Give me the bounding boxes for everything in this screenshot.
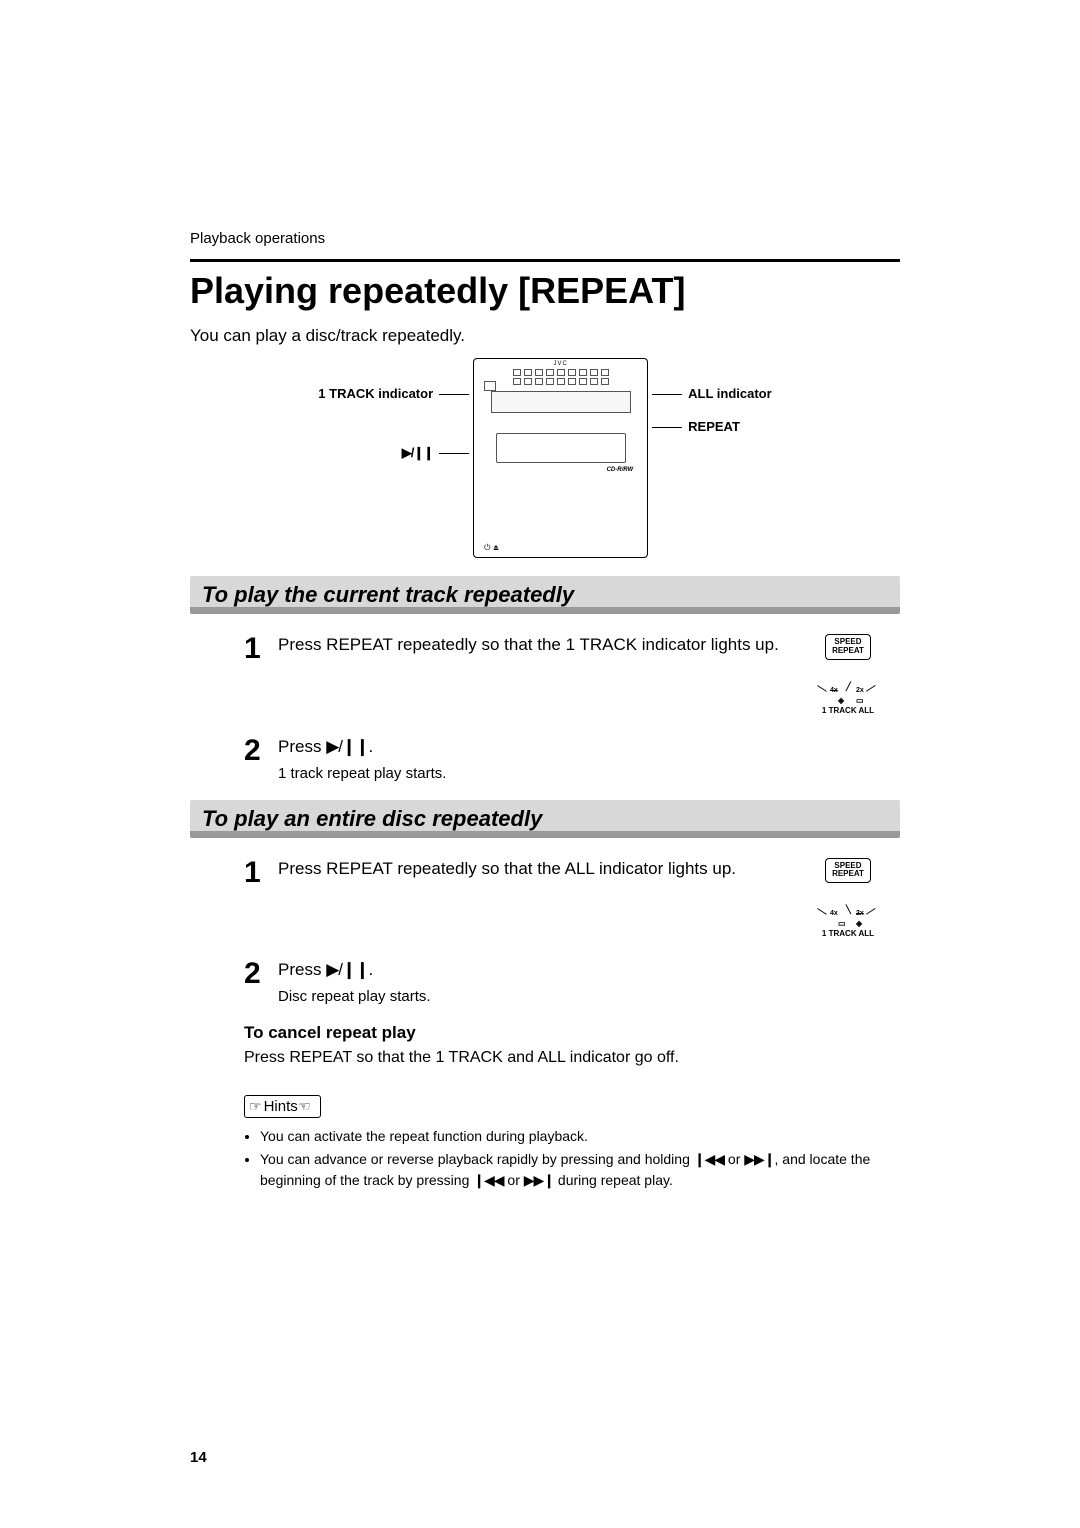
step-number: 2	[244, 959, 278, 989]
indicator-bottom-label: 1 TRACK ALL	[818, 929, 878, 939]
button-line-repeat: REPEAT	[832, 647, 864, 656]
section-heading-entire-disc: To play an entire disc repeatedly	[190, 800, 900, 838]
intro-text: You can play a disc/track repeatedly.	[190, 326, 900, 346]
page-number: 14	[190, 1449, 207, 1466]
step-number: 2	[244, 736, 278, 766]
step-number: 1	[244, 634, 278, 664]
hints-label: Hints	[264, 1098, 298, 1115]
cancel-text: Press REPEAT so that the 1 TRACK and ALL…	[244, 1049, 900, 1067]
hint-item: You can activate the repeat function dur…	[260, 1126, 900, 1147]
hand-icon: ☞	[249, 1098, 262, 1115]
indicator-bottom-label: 1 TRACK ALL	[818, 706, 878, 716]
step1-text: Press REPEAT repeatedly so that the ALL …	[278, 858, 786, 881]
indicator-all: ╲ 4x ╲ 2x ╱ ▭ ◈ 1 TRACK ALL	[818, 909, 878, 939]
step2-text: Press ▶/❙❙.	[278, 736, 786, 759]
device-diagram: 1 TRACK indicator ▶/❙❙ JVC CD-R/RW ⏻ ⏏ A…	[190, 358, 900, 558]
breadcrumb: Playback operations	[190, 230, 900, 247]
speed-repeat-button-icon: SPEED REPEAT	[825, 634, 871, 660]
indicator-1track: ╲ 4x ╱ 2x ╱ ◈ ▭ 1 TRACK ALL	[818, 686, 878, 716]
step2-text: Press ▶/❙❙.	[278, 959, 786, 982]
hand-icon: ☞	[298, 1098, 311, 1115]
hint-item: You can advance or reverse playback rapi…	[260, 1149, 900, 1191]
step1-text: Press REPEAT repeatedly so that the 1 TR…	[278, 634, 786, 657]
label-repeat: REPEAT	[688, 419, 740, 434]
section-heading-current-track: To play the current track repeatedly	[190, 576, 900, 614]
step2-sub: Disc repeat play starts.	[278, 988, 786, 1005]
speed-repeat-button-icon: SPEED REPEAT	[825, 858, 871, 884]
device-illustration: JVC CD-R/RW ⏻ ⏏	[473, 358, 648, 558]
page-title: Playing repeatedly [REPEAT]	[190, 270, 900, 312]
step-number: 1	[244, 858, 278, 888]
device-cdrw-label: CD-R/RW	[474, 467, 647, 473]
device-brand: JVC	[474, 359, 647, 367]
button-line-repeat: REPEAT	[832, 870, 864, 879]
label-1track-indicator: 1 TRACK indicator	[318, 386, 433, 401]
cancel-heading: To cancel repeat play	[244, 1023, 900, 1043]
label-play-pause: ▶/❙❙	[402, 445, 433, 461]
label-all-indicator: ALL indicator	[688, 386, 772, 401]
hints-list: You can activate the repeat function dur…	[260, 1126, 900, 1191]
title-rule	[190, 259, 900, 262]
hints-label-box: ☞Hints☞	[244, 1095, 321, 1118]
step2-sub: 1 track repeat play starts.	[278, 765, 786, 782]
